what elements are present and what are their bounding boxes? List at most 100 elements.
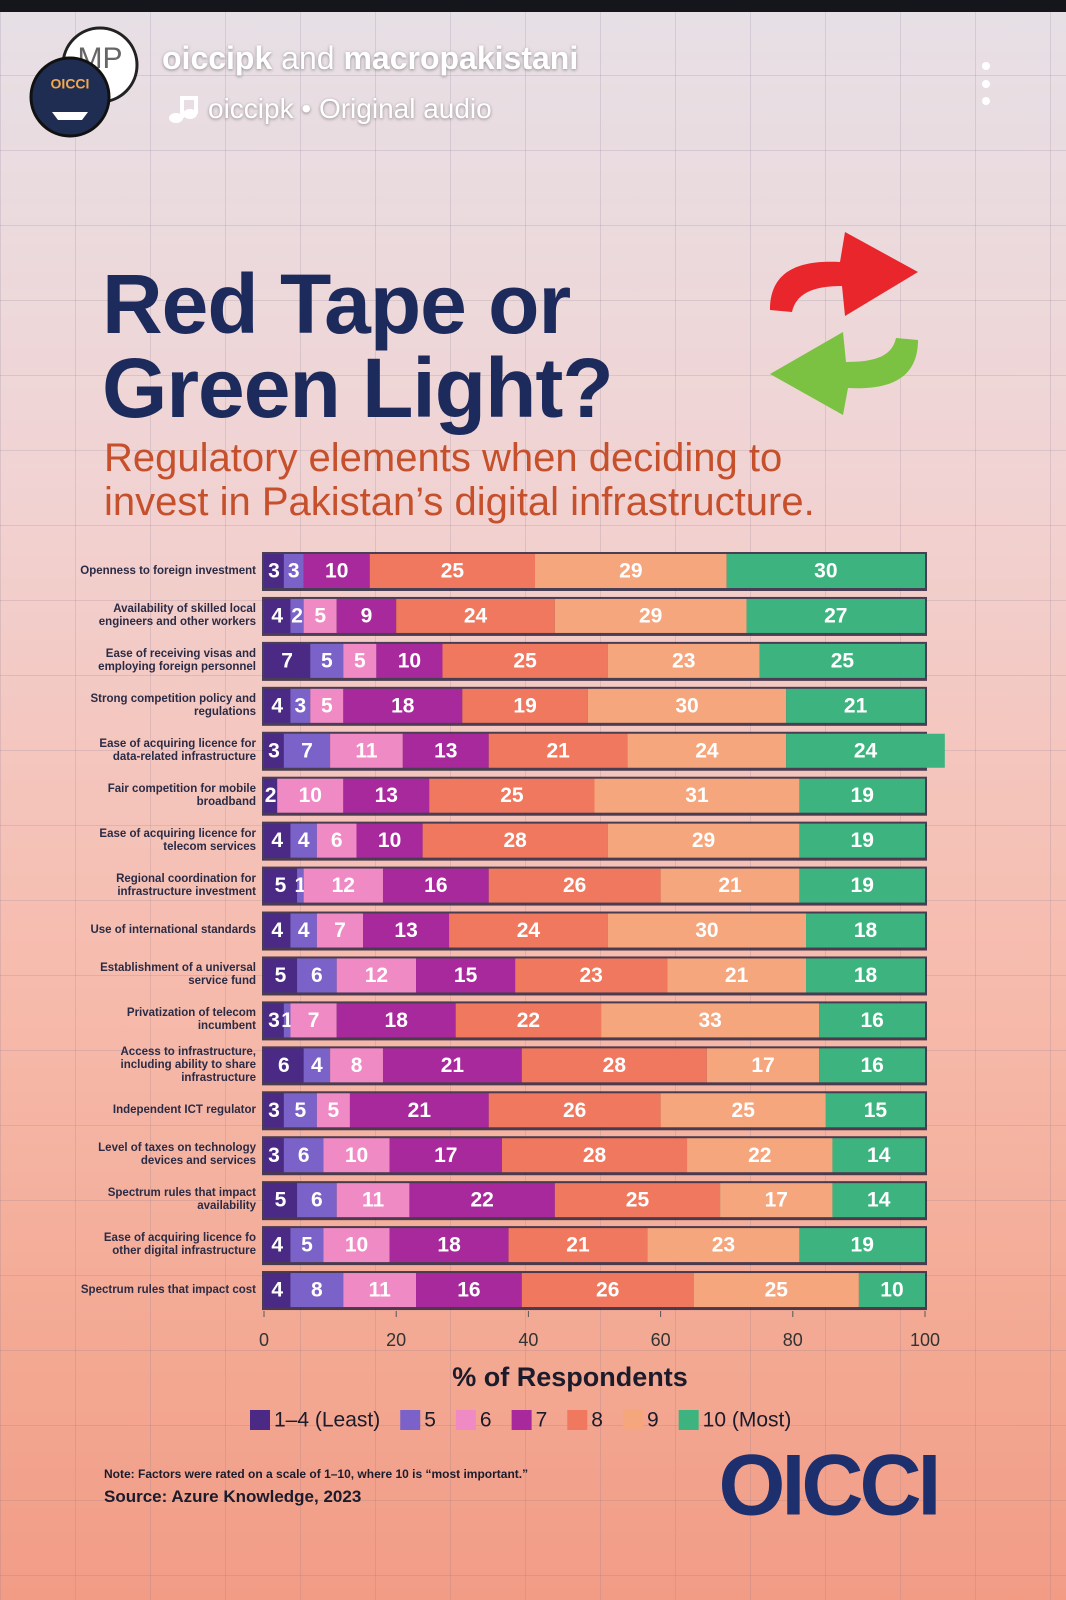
value-label: 1 bbox=[281, 1009, 293, 1032]
bar-segment bbox=[521, 1048, 707, 1083]
bar-segment bbox=[264, 1273, 291, 1308]
account[interactable]: oiccipk bbox=[162, 40, 273, 76]
value-label: 33 bbox=[698, 1009, 721, 1032]
value-label: 19 bbox=[851, 874, 874, 897]
value-label: 4 bbox=[311, 1054, 323, 1077]
more-menu[interactable] bbox=[982, 62, 990, 105]
value-label: 10 bbox=[378, 829, 401, 852]
category-label: Use of international standards bbox=[90, 924, 256, 937]
legend-swatch bbox=[400, 1410, 421, 1430]
bar-segment bbox=[264, 958, 298, 993]
value-label: 25 bbox=[732, 1099, 756, 1122]
value-label: 25 bbox=[500, 784, 524, 807]
value-label: 6 bbox=[298, 1144, 310, 1167]
legend-swatch bbox=[622, 1410, 643, 1430]
bar-segment bbox=[825, 1093, 925, 1128]
bar-segment bbox=[554, 1183, 721, 1218]
value-label: 28 bbox=[583, 1144, 607, 1167]
category-label: Ease of receiving visas and employing fo… bbox=[98, 647, 256, 673]
bar-segment bbox=[627, 733, 787, 768]
bar-segment bbox=[799, 868, 925, 903]
value-label: 6 bbox=[311, 1189, 323, 1212]
value-label: 10 bbox=[345, 1144, 368, 1167]
value-label: 12 bbox=[332, 874, 355, 897]
value-label: 21 bbox=[566, 1234, 590, 1257]
value-label: 5 bbox=[328, 1099, 340, 1122]
value-label: 5 bbox=[354, 649, 366, 672]
bar-segment bbox=[660, 1093, 826, 1128]
bar-segment bbox=[264, 1003, 284, 1038]
category-label: Ease of acquiring licence for telecom se… bbox=[99, 827, 256, 853]
value-label: 29 bbox=[639, 604, 662, 627]
value-label: 1 bbox=[295, 874, 307, 897]
chart-title: Red Tape or Green Light? bbox=[102, 257, 614, 435]
category-label: Ease of acquiring licence fo other digit… bbox=[103, 1232, 256, 1258]
bar-segment bbox=[501, 1138, 688, 1173]
bar-segment bbox=[693, 1273, 859, 1308]
bar-segment bbox=[442, 643, 608, 678]
value-label: 25 bbox=[831, 649, 855, 672]
bar-segment bbox=[290, 823, 317, 858]
bar-segment bbox=[283, 1003, 291, 1038]
bar-segment bbox=[786, 733, 945, 768]
bar-segment bbox=[264, 1183, 298, 1218]
value-label: 28 bbox=[504, 829, 528, 852]
value-label: 11 bbox=[362, 1189, 385, 1212]
bar-segment bbox=[264, 868, 298, 903]
value-label: 12 bbox=[365, 964, 388, 987]
value-label: 18 bbox=[437, 1234, 461, 1257]
bar-segment bbox=[264, 1138, 284, 1173]
value-label: 5 bbox=[275, 964, 287, 987]
value-label: 21 bbox=[844, 694, 868, 717]
bar-segment bbox=[290, 1003, 337, 1038]
value-label: 6 bbox=[331, 829, 343, 852]
bar-segment bbox=[832, 1138, 925, 1173]
bar-segment bbox=[422, 823, 608, 858]
bar-segment bbox=[310, 688, 344, 723]
value-label: 21 bbox=[441, 1054, 465, 1077]
bar-segment bbox=[687, 1138, 833, 1173]
value-label: 26 bbox=[563, 874, 586, 897]
legend-swatch bbox=[250, 1410, 270, 1430]
bar-segment bbox=[264, 778, 278, 813]
bar-segment bbox=[607, 823, 800, 858]
bar-segment bbox=[449, 913, 608, 948]
bar-segment bbox=[601, 1003, 820, 1038]
note: Note: Factors were rated on a scale of 1… bbox=[104, 1467, 529, 1481]
bar-segment bbox=[349, 1093, 489, 1128]
bar-segment bbox=[369, 554, 536, 588]
bar-segment bbox=[303, 598, 337, 633]
value-label: 15 bbox=[454, 964, 478, 987]
value-label: 26 bbox=[563, 1099, 586, 1122]
value-label: 10 bbox=[299, 784, 322, 807]
bar-segment bbox=[264, 1093, 284, 1128]
bar-segment bbox=[283, 554, 304, 588]
bar-segment bbox=[336, 1183, 410, 1218]
value-label: 5 bbox=[275, 1189, 287, 1212]
bar-segment bbox=[726, 554, 925, 588]
value-label: 24 bbox=[517, 919, 541, 942]
legend-swatch bbox=[678, 1410, 699, 1430]
bar-segment bbox=[409, 1183, 555, 1218]
legend-label: 6 bbox=[480, 1409, 492, 1432]
bar-segment bbox=[316, 823, 357, 858]
account[interactable]: macropakistani bbox=[343, 40, 579, 76]
bar-segment bbox=[290, 688, 311, 723]
value-label: 21 bbox=[725, 964, 749, 987]
category-label: Independent ICT regulator bbox=[112, 1103, 256, 1116]
value-label: 23 bbox=[580, 964, 603, 987]
value-label: 29 bbox=[619, 560, 642, 583]
bar-segment bbox=[264, 1048, 304, 1083]
value-label: 18 bbox=[385, 1009, 409, 1032]
avatar-left[interactable] bbox=[29, 56, 111, 138]
bar-segment bbox=[264, 913, 291, 948]
category-label: Privatization of telecom incumbent bbox=[126, 1007, 256, 1033]
value-label: 21 bbox=[408, 1099, 432, 1122]
value-label: 11 bbox=[355, 739, 378, 762]
value-label: 30 bbox=[814, 560, 837, 583]
audio-label[interactable]: oiccipk • Original audio bbox=[208, 93, 492, 124]
value-label: 2 bbox=[265, 784, 277, 807]
value-label: 16 bbox=[860, 1054, 883, 1077]
green-arrow bbox=[770, 332, 918, 415]
value-label: 5 bbox=[321, 649, 333, 672]
